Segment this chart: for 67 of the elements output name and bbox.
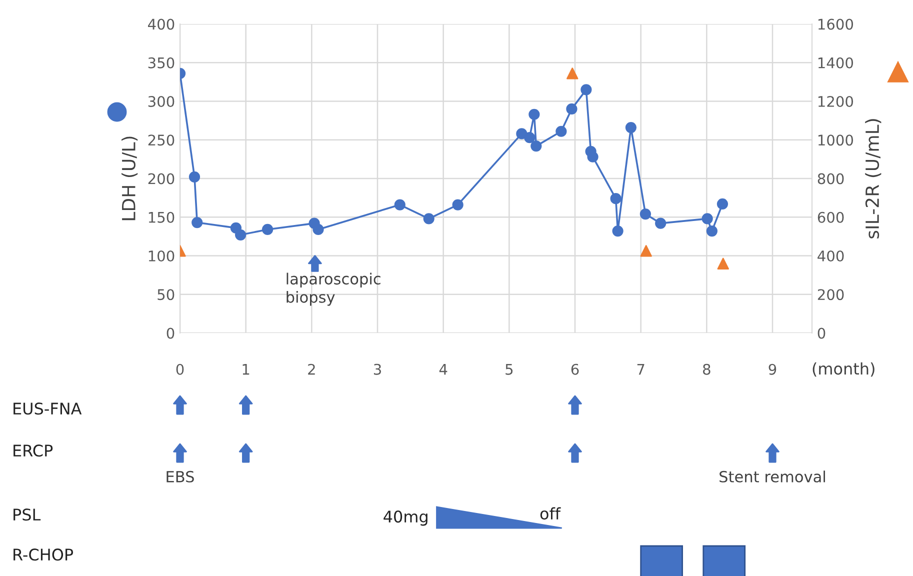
x-tick-label: 8 — [703, 364, 710, 375]
point — [235, 229, 246, 240]
y-tick-label: 150 — [148, 212, 174, 223]
y-tick-label: 0 — [166, 328, 174, 339]
point — [423, 213, 434, 224]
point — [188, 171, 200, 183]
point — [640, 245, 652, 257]
point — [612, 225, 624, 237]
y2-tick-label: 1400 — [818, 57, 854, 68]
x-tick-label: 2 — [308, 364, 315, 375]
y-axis-title: LDH (U/L) — [122, 136, 138, 220]
annotation: laparoscopic biopsy — [286, 272, 380, 306]
point — [394, 199, 406, 210]
point — [580, 84, 592, 96]
y2-tick-label: 200 — [818, 289, 844, 300]
y2-tick-label: 1200 — [818, 96, 854, 107]
x-tick-label: 9 — [768, 364, 776, 375]
y-tick-label: 100 — [148, 250, 174, 262]
text: EUS-FNA — [14, 402, 82, 415]
text: PSL — [14, 508, 41, 521]
point — [655, 218, 666, 229]
point — [312, 224, 324, 236]
x-axis-title: (month) — [812, 362, 874, 377]
y2-tick-label: 400 — [818, 250, 844, 262]
point — [717, 258, 729, 270]
point — [192, 216, 203, 228]
point — [702, 213, 713, 224]
y2-tick-label: 600 — [818, 212, 844, 223]
point — [587, 151, 598, 162]
point — [556, 126, 567, 137]
y-tick-label: 50 — [158, 289, 174, 300]
point — [516, 128, 528, 140]
y-tick-label: 350 — [148, 57, 174, 68]
y2-tick-label: 800 — [818, 173, 844, 184]
x-tick-label: 6 — [571, 364, 579, 375]
point — [716, 198, 728, 210]
y-tick-label: 300 — [148, 96, 174, 107]
y-tick-label: 400 — [148, 18, 174, 30]
x-tick-label: 1 — [242, 364, 250, 375]
y2-tick-label: 1000 — [818, 134, 854, 146]
point — [528, 108, 540, 120]
point — [262, 224, 274, 236]
point — [625, 122, 637, 134]
point — [610, 193, 622, 204]
y2-tick-label: 1600 — [818, 18, 854, 30]
point — [566, 68, 578, 80]
text: EBS — [166, 470, 194, 482]
y-tick-label: 200 — [148, 173, 174, 184]
x-tick-label: 0 — [176, 364, 184, 375]
x-tick-label: 3 — [374, 364, 381, 375]
point — [524, 132, 536, 144]
text: off — [540, 507, 561, 520]
point — [566, 103, 578, 115]
y-tick-label: 250 — [148, 134, 174, 146]
text: ERCP — [14, 444, 53, 457]
point — [640, 208, 651, 220]
x-tick-label: 7 — [637, 364, 644, 375]
x-tick-label: 5 — [506, 364, 513, 375]
x-tick-label: 4 — [439, 364, 448, 375]
y2-axis-title: sIL-2R (U/mL) — [865, 119, 882, 238]
point — [452, 199, 464, 210]
point — [530, 140, 542, 152]
text: R-CHOP — [14, 548, 74, 561]
text: Stent removal — [720, 470, 825, 482]
y2-tick-label: 0 — [818, 328, 826, 339]
text: 40mg — [384, 510, 428, 526]
point — [706, 225, 718, 237]
